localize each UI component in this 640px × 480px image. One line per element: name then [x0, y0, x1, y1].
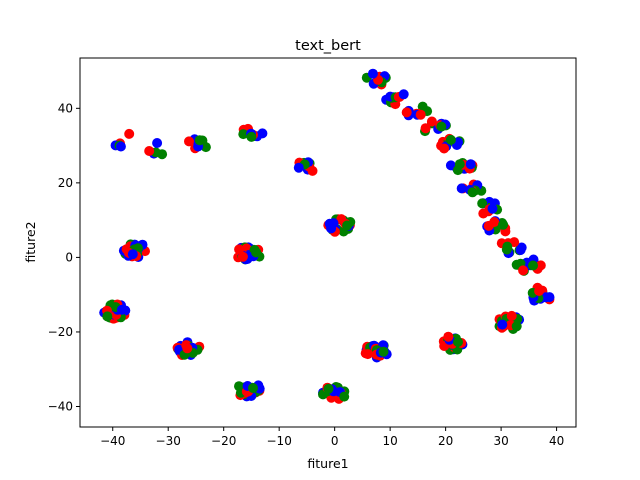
scatter-point	[487, 203, 498, 214]
scatter-point	[544, 292, 555, 303]
scatter-point	[116, 304, 127, 315]
scatter-point	[445, 134, 456, 145]
scatter-point	[342, 220, 353, 231]
scatter-point	[251, 247, 262, 258]
scatter-point	[200, 142, 211, 153]
x-tick-label: −40	[100, 434, 125, 448]
scatter-point	[378, 346, 389, 357]
plot-frame	[79, 57, 577, 428]
scatter-point	[477, 198, 488, 209]
scatter-point	[184, 136, 194, 147]
x-tick-label: 20	[438, 434, 453, 448]
scatter-point	[436, 121, 447, 132]
scatter-point	[467, 187, 478, 198]
scatter-point	[498, 219, 509, 230]
scatter-point	[506, 310, 517, 321]
scatter-point	[439, 143, 450, 154]
scatter-point	[307, 165, 318, 176]
scatter-point	[420, 123, 431, 134]
scatter-point	[293, 162, 304, 173]
scatter-point	[328, 218, 339, 229]
scatter-point	[534, 286, 545, 296]
scatter-point	[144, 146, 155, 156]
scatter-point	[157, 149, 168, 160]
chart-title: text_bert	[295, 38, 361, 54]
y-tick-label: −20	[48, 325, 73, 339]
scatter-point	[453, 337, 463, 347]
axis-ticks: −40 −30 −20 −10 0 10 20 30 40 −40 −20 0 20 40	[48, 101, 565, 448]
x-tick-label: 0	[331, 434, 339, 448]
scatter-point	[367, 68, 378, 79]
scatter-point	[445, 160, 456, 171]
scatter-point	[237, 251, 248, 262]
scatter-point	[518, 265, 529, 276]
scatter-point	[246, 131, 257, 142]
y-tick-label: 40	[58, 101, 73, 115]
x-tick-label: −10	[267, 434, 292, 448]
x-tick-label: −30	[156, 434, 181, 448]
scatter-point	[102, 311, 113, 322]
plot-area	[80, 58, 576, 427]
scatter-point	[339, 391, 350, 402]
scatter-point	[115, 141, 126, 152]
scatter-point	[465, 159, 476, 170]
scatter-point	[336, 214, 347, 225]
scatter-point	[234, 244, 245, 255]
scatter-point	[238, 129, 249, 140]
scatter-point	[127, 249, 138, 260]
scatter-point	[528, 260, 538, 271]
scatter-point	[182, 343, 193, 354]
scatter-point	[398, 89, 409, 100]
scatter-point	[323, 383, 334, 394]
x-tick-label: 40	[549, 434, 564, 448]
scatter-point	[426, 116, 437, 127]
scatter-point	[535, 260, 546, 271]
scatter-point	[415, 109, 426, 120]
scatter-point	[152, 138, 163, 148]
y-tick-label: 0	[65, 250, 73, 264]
scatter-point	[443, 331, 454, 342]
x-axis-label: fiture1	[307, 456, 348, 471]
x-tick-label: 30	[493, 434, 508, 448]
scatter-point	[401, 107, 412, 118]
x-tick-label: 10	[382, 434, 397, 448]
y-axis-label: fiture2	[23, 221, 38, 262]
scatter-point	[248, 383, 258, 393]
scatter-point	[456, 183, 467, 194]
y-tick-label: 20	[58, 176, 73, 190]
y-tick-label: −40	[48, 400, 73, 414]
scatter-point	[497, 319, 508, 330]
x-tick-label: −20	[211, 434, 236, 448]
scatter-points	[99, 68, 555, 404]
scatter-point	[502, 241, 513, 252]
scatter-point	[511, 321, 522, 332]
scatter-point	[454, 159, 465, 170]
scatter-point	[483, 220, 494, 231]
scatter-point	[194, 135, 205, 146]
scatter-point	[515, 245, 526, 255]
scatter-point	[124, 128, 135, 139]
scatter-point	[362, 349, 373, 360]
